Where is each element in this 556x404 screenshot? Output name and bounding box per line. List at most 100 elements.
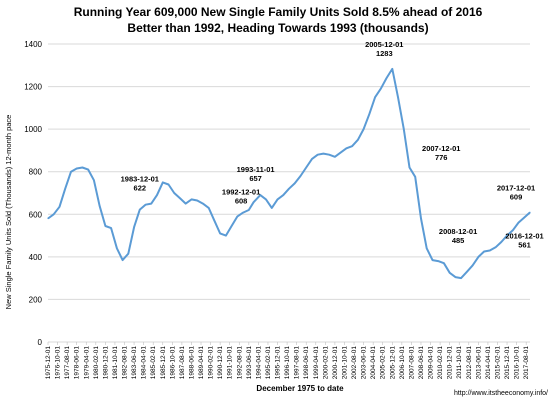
x-tick-label: 1981-10-01 [112,346,119,380]
annotation-date: 2007-12-01 [422,144,460,153]
data-point [362,128,365,130]
x-tick-label: 1990-02-01 [208,346,215,380]
x-tick-label: 2016-10-01 [514,346,521,380]
x-tick-label: 1976-10-01 [55,346,62,380]
data-point [104,225,106,227]
series-line [47,67,531,280]
data-point [408,166,411,169]
data-point [506,234,508,237]
annotation-value: 485 [452,236,465,245]
data-point [305,166,307,169]
data-point [328,154,330,156]
annotation-date: 1983-12-01 [121,175,159,184]
data-point [190,198,193,200]
x-tick-label: 1977-08-01 [64,346,71,380]
x-tick-label: 1979-04-01 [83,346,90,380]
data-point [385,77,388,79]
data-point [121,259,124,261]
x-axis-title: December 1975 to date [256,384,344,393]
chart-subtitle: Better than 1992, Heading Towards 1993 (… [127,21,429,35]
data-point [391,68,393,70]
x-tick-label: 1992-08-01 [236,346,243,380]
data-point [454,276,457,278]
x-tick-label: 2000-02-01 [322,346,329,380]
x-tick-label: 1996-10-01 [284,346,291,380]
data-point [196,199,198,202]
data-point [322,153,325,155]
data-point [282,194,284,196]
data-point [208,207,210,209]
data-point [466,271,468,273]
data-point [414,176,416,178]
data-point [311,158,313,160]
data-point [523,216,525,219]
data-point [248,209,250,211]
x-tick-label: 2013-06-01 [475,346,482,380]
x-tick-label: 2003-06-01 [361,346,368,380]
x-tick-label: 2017-08-01 [523,346,530,380]
x-tick-label: 1988-06-01 [188,346,195,380]
x-tick-label: 1995-02-01 [265,346,272,380]
x-tick-label: 2012-08-01 [466,346,473,380]
data-point [139,209,141,211]
data-point [276,198,279,200]
x-tick-label: 1997-08-01 [294,346,301,380]
data-point [477,256,479,258]
data-point [489,249,491,252]
y-tick-label: 400 [29,253,43,262]
annotation-date: 2017-12-01 [497,183,535,192]
data-point [472,264,474,266]
data-point [162,181,164,183]
x-tick-label: 1983-06-01 [131,346,138,380]
data-point [127,253,129,255]
data-point [288,188,290,190]
data-point [110,227,112,229]
x-tick-label: 2009-04-01 [428,346,435,380]
x-tick-label: 2014-04-01 [485,346,492,380]
x-tick-label: 1982-08-01 [122,346,129,380]
annotation-value: 609 [510,192,523,201]
data-point [420,217,422,220]
data-point [426,247,428,249]
data-point [144,204,147,206]
data-point [219,232,221,235]
data-point [380,88,382,90]
data-point [81,166,84,169]
data-point [173,192,175,194]
data-point [70,171,72,173]
data-point [47,217,49,220]
x-tick-label: 2006-10-01 [399,346,406,380]
x-axis-ticks: 1975-12-01 1976-10-01 1977-08-01 1978-06-01… [45,342,530,379]
y-axis-ticks: 0 200 400 600 800 1000 1200 1400 [24,40,42,347]
data-point [512,229,514,231]
data-point [351,145,353,147]
data-point [242,211,244,214]
x-tick-label: 1975-12-01 [45,346,52,380]
gridlines [48,43,530,343]
data-point [253,201,255,203]
source-url[interactable]: http://www.itstheeconomy.info/ [453,390,548,397]
y-tick-label: 800 [29,168,43,177]
data-point [236,215,238,218]
x-tick-label: 1989-04-01 [198,346,205,380]
data-point [431,259,434,261]
annotation-value: 657 [249,174,262,183]
data-point [500,241,502,243]
x-tick-label: 1999-04-01 [313,346,320,380]
chart-title: Running Year 609,000 New Single Family U… [73,5,483,19]
data-point [317,154,319,156]
x-tick-label: 2010-12-01 [447,346,454,380]
x-tick-label: 1993-06-01 [246,346,253,380]
data-point [483,250,485,253]
x-tick-label: 1991-10-01 [227,346,234,380]
data-point [185,203,187,205]
x-tick-label: 1990-12-01 [217,346,224,380]
y-tick-label: 200 [29,295,43,304]
y-tick-label: 1400 [24,40,42,49]
x-tick-label: 2011-10-01 [456,346,463,379]
data-point [374,96,376,98]
x-tick-label: 2005-02-01 [380,346,387,380]
data-point [53,213,55,215]
annotation-date: 1993-11-01 [237,165,275,174]
